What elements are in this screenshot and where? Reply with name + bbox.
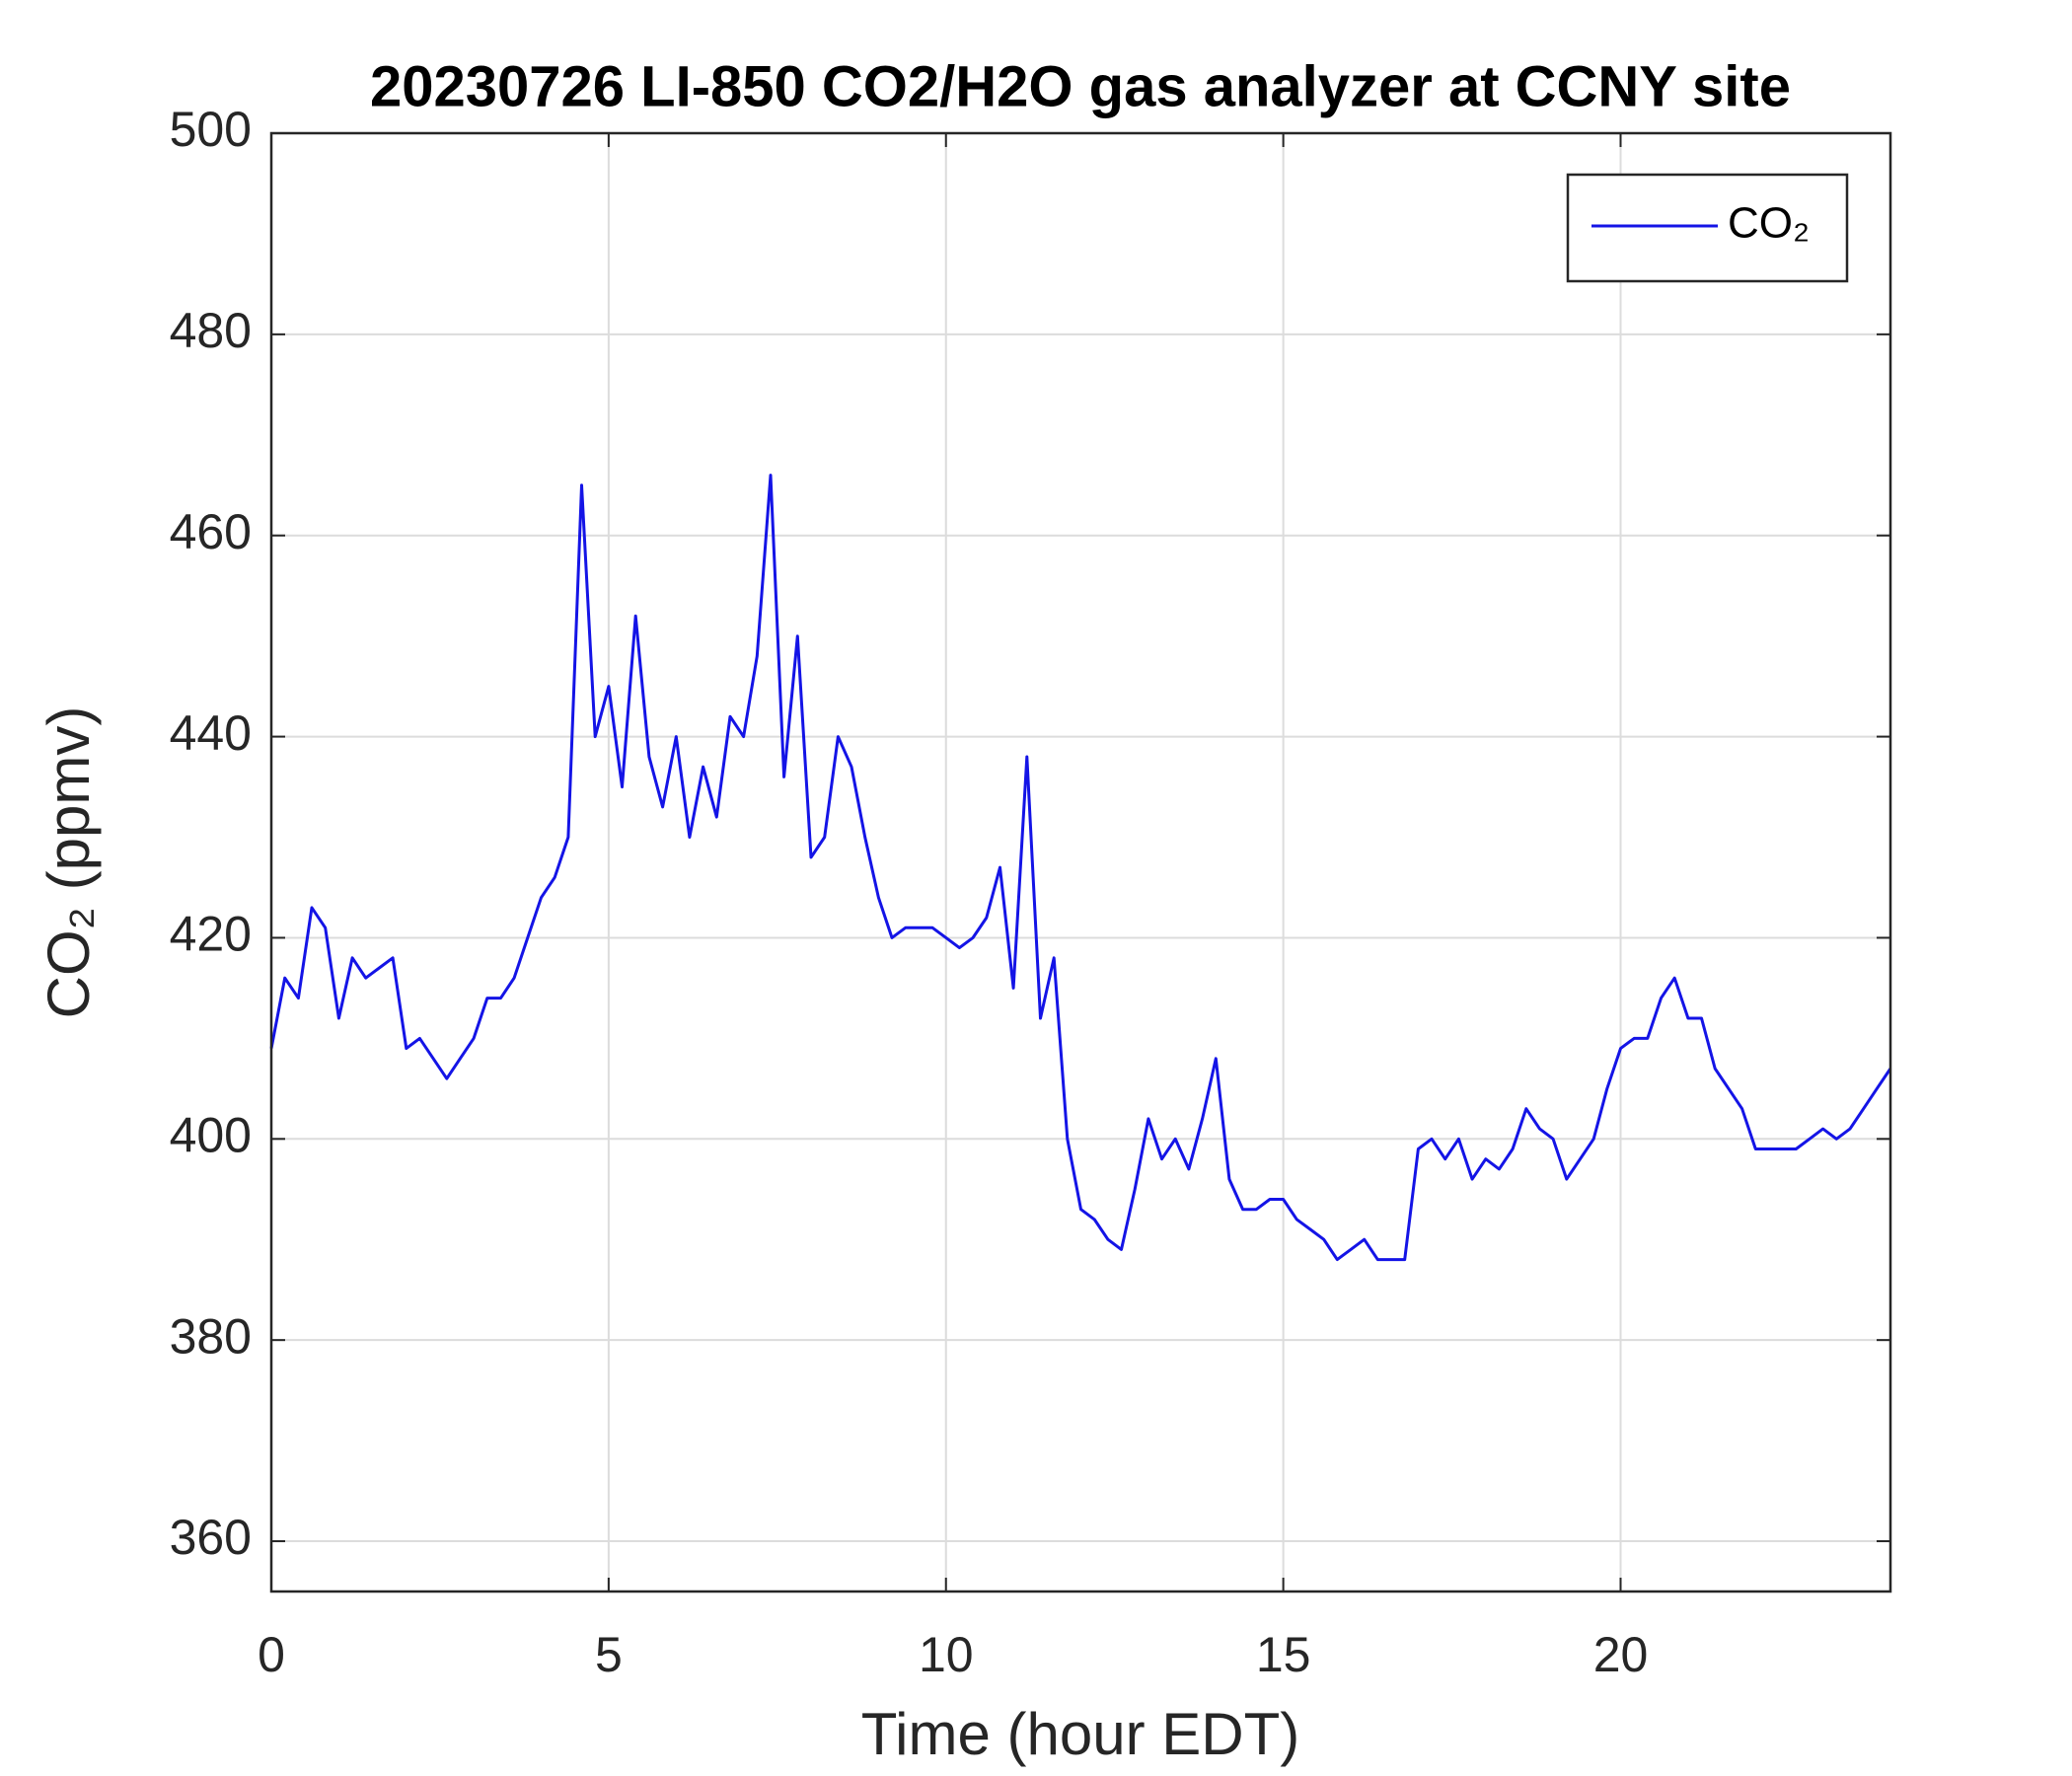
y-tick-label: 480: [170, 303, 252, 358]
x-tick-label: 0: [258, 1627, 285, 1682]
x-tick-label: 5: [595, 1627, 623, 1682]
legend-label: CO₂: [1728, 199, 1810, 248]
y-tick-label: 420: [170, 907, 252, 962]
x-axis-label: Time (hour EDT): [861, 1701, 1300, 1767]
y-tick-label: 380: [170, 1308, 252, 1364]
y-tick-label: 400: [170, 1108, 252, 1163]
x-tick-label: 20: [1593, 1627, 1649, 1682]
plot-frame: [269, 131, 1892, 1593]
y-tick-label: 500: [170, 102, 252, 157]
y-axis-label: CO₂ (ppmv): [36, 706, 102, 1019]
x-tick-label: 10: [919, 1627, 974, 1682]
legend-box: [1566, 173, 1849, 283]
data-line: [269, 474, 1892, 1262]
y-tick-label: 460: [170, 504, 252, 559]
x-tick-label: 15: [1256, 1627, 1311, 1682]
chart-title: 20230726 LI-850 CO2/H2O gas analyzer at …: [370, 54, 1791, 118]
y-tick-label: 360: [170, 1510, 252, 1565]
y-tick-label: 440: [170, 705, 252, 761]
